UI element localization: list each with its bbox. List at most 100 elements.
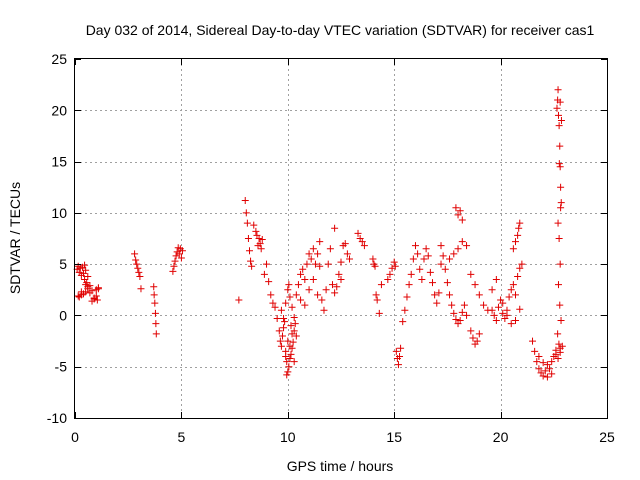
y-tick-label: 20 bbox=[51, 102, 67, 118]
data-point bbox=[285, 281, 293, 289]
data-point bbox=[132, 256, 140, 264]
data-point bbox=[247, 257, 255, 265]
data-point bbox=[94, 285, 102, 293]
data-point bbox=[169, 267, 177, 275]
data-point bbox=[403, 293, 411, 301]
data-point bbox=[390, 258, 398, 266]
data-point bbox=[152, 320, 160, 328]
data-point bbox=[539, 359, 547, 367]
data-point bbox=[480, 301, 488, 309]
data-point bbox=[277, 342, 285, 350]
data-point bbox=[135, 268, 143, 276]
data-point bbox=[516, 264, 524, 272]
data-point bbox=[454, 245, 462, 253]
y-axis-label: SDTVAR / TECUs bbox=[7, 182, 23, 294]
data-point bbox=[448, 301, 456, 309]
data-point bbox=[396, 352, 404, 360]
data-point bbox=[241, 197, 249, 205]
data-point bbox=[316, 262, 324, 270]
x-tick-label: 10 bbox=[280, 429, 296, 445]
data-point bbox=[371, 262, 379, 270]
data-point bbox=[555, 160, 563, 168]
data-point bbox=[511, 317, 519, 325]
data-point bbox=[469, 334, 477, 342]
data-point bbox=[397, 344, 405, 352]
data-point bbox=[285, 363, 293, 371]
data-point bbox=[81, 261, 89, 269]
data-point bbox=[555, 122, 563, 130]
data-point bbox=[283, 358, 291, 366]
data-point bbox=[248, 262, 256, 270]
data-point bbox=[557, 317, 565, 325]
data-point bbox=[283, 371, 291, 379]
data-point bbox=[243, 219, 251, 227]
data-point bbox=[548, 358, 556, 366]
data-point bbox=[134, 264, 142, 272]
data-point bbox=[277, 306, 285, 314]
data-point bbox=[337, 276, 345, 284]
data-point bbox=[548, 370, 556, 378]
data-point bbox=[505, 293, 513, 301]
data-point bbox=[278, 332, 286, 340]
data-point bbox=[488, 306, 496, 314]
data-point bbox=[401, 306, 409, 314]
data-point bbox=[384, 276, 392, 284]
data-point bbox=[554, 219, 562, 227]
data-point bbox=[452, 204, 460, 212]
data-point bbox=[244, 235, 252, 242]
data-point bbox=[467, 327, 475, 335]
y-tick-label: 5 bbox=[59, 256, 67, 272]
data-point bbox=[281, 318, 289, 326]
data-point bbox=[307, 255, 315, 263]
data-point bbox=[301, 301, 309, 309]
axis-ticks: 0 5 10 15 20 25 -10 -5 0 5 10 15 20 25 bbox=[47, 51, 615, 445]
data-point bbox=[509, 281, 517, 289]
data-point bbox=[150, 291, 158, 299]
data-point bbox=[267, 291, 275, 299]
data-point bbox=[328, 281, 336, 289]
data-point bbox=[316, 238, 324, 246]
data-point bbox=[273, 315, 281, 323]
data-point bbox=[431, 291, 439, 299]
data-point bbox=[82, 266, 90, 274]
data-point bbox=[151, 309, 159, 317]
data-point bbox=[320, 306, 328, 314]
data-point bbox=[324, 260, 332, 268]
data-point bbox=[290, 358, 298, 366]
data-point bbox=[394, 361, 402, 369]
data-point bbox=[433, 299, 441, 307]
data-point bbox=[311, 260, 319, 268]
data-point bbox=[543, 361, 551, 369]
data-point bbox=[503, 311, 511, 319]
data-point bbox=[286, 342, 294, 350]
data-point bbox=[450, 309, 458, 317]
data-point bbox=[475, 330, 483, 338]
data-point bbox=[541, 367, 549, 375]
data-point bbox=[507, 286, 515, 294]
data-point bbox=[257, 245, 265, 253]
data-point bbox=[546, 365, 554, 373]
data-point bbox=[507, 320, 515, 328]
data-point bbox=[326, 245, 334, 253]
data-point bbox=[516, 219, 524, 227]
data-point bbox=[373, 296, 381, 304]
data-point bbox=[535, 352, 543, 360]
data-point bbox=[303, 260, 311, 268]
data-point bbox=[446, 255, 454, 263]
data-point bbox=[424, 252, 432, 260]
data-point bbox=[557, 199, 565, 207]
data-point bbox=[318, 296, 326, 304]
data-point bbox=[499, 299, 507, 307]
data-point bbox=[242, 209, 250, 217]
y-tick-label: -10 bbox=[47, 410, 67, 426]
data-point bbox=[454, 211, 462, 219]
data-point bbox=[250, 221, 258, 229]
data-point bbox=[260, 270, 268, 278]
data-point bbox=[529, 337, 537, 345]
data-point bbox=[337, 258, 345, 266]
data-point bbox=[509, 245, 517, 253]
x-tick-label: 25 bbox=[599, 429, 615, 445]
data-point bbox=[84, 272, 92, 280]
data-point bbox=[407, 270, 415, 278]
data-point bbox=[511, 238, 519, 246]
